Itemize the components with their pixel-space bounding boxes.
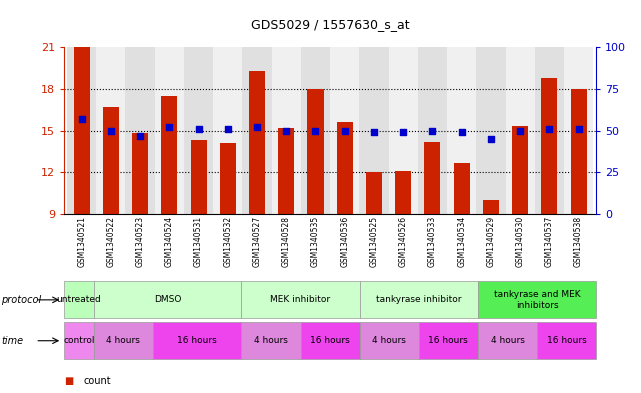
Point [398, 129, 408, 136]
Bar [570, 89, 587, 214]
Text: DMSO: DMSO [154, 296, 181, 304]
Point [222, 126, 233, 132]
Point [281, 127, 292, 134]
Text: untreated: untreated [56, 296, 101, 304]
Point [135, 132, 146, 139]
Bar [308, 89, 324, 214]
Bar [132, 134, 148, 214]
Bar [360, 47, 388, 214]
Text: count: count [83, 376, 111, 386]
Point [428, 127, 438, 134]
Bar [366, 173, 382, 214]
Bar [220, 143, 236, 214]
Bar [96, 47, 126, 214]
Text: 16 hours: 16 hours [310, 336, 350, 345]
Bar [564, 47, 593, 214]
Bar [424, 142, 440, 214]
Bar [190, 140, 206, 214]
Bar [249, 71, 265, 214]
Text: 16 hours: 16 hours [428, 336, 468, 345]
Bar [213, 47, 242, 214]
Bar [476, 47, 506, 214]
Text: 4 hours: 4 hours [372, 336, 406, 345]
Bar [74, 47, 90, 214]
Text: tankyrase inhibitor: tankyrase inhibitor [376, 296, 462, 304]
Bar [388, 47, 418, 214]
Bar [162, 96, 178, 214]
Point [486, 136, 496, 142]
Bar [301, 47, 330, 214]
Point [194, 126, 204, 132]
Text: 4 hours: 4 hours [490, 336, 524, 345]
Bar [447, 47, 476, 214]
Bar [67, 47, 96, 214]
Text: protocol: protocol [1, 295, 42, 305]
Bar [418, 47, 447, 214]
Point [369, 129, 379, 136]
Bar [506, 47, 535, 214]
Point [164, 124, 174, 130]
Text: 16 hours: 16 hours [547, 336, 587, 345]
Bar [483, 200, 499, 214]
Point [106, 127, 116, 134]
Point [574, 126, 584, 132]
Bar [512, 127, 528, 214]
Text: time: time [1, 336, 24, 346]
Bar [337, 122, 353, 214]
Point [456, 129, 467, 136]
Text: 16 hours: 16 hours [177, 336, 217, 345]
Bar [535, 47, 564, 214]
Bar [103, 107, 119, 214]
Text: GDS5029 / 1557630_s_at: GDS5029 / 1557630_s_at [251, 18, 410, 31]
Text: control: control [63, 336, 95, 345]
Text: MEK inhibitor: MEK inhibitor [271, 296, 331, 304]
Point [515, 127, 525, 134]
Text: ■: ■ [64, 376, 73, 386]
Point [310, 127, 320, 134]
Bar [454, 163, 470, 214]
Bar [272, 47, 301, 214]
Text: 4 hours: 4 hours [254, 336, 288, 345]
Point [76, 116, 87, 122]
Bar [395, 171, 412, 214]
Bar [242, 47, 272, 214]
Point [340, 127, 350, 134]
Point [544, 126, 554, 132]
Text: tankyrase and MEK
inhibitors: tankyrase and MEK inhibitors [494, 290, 580, 310]
Bar [541, 78, 558, 214]
Point [252, 124, 262, 130]
Bar [330, 47, 360, 214]
Text: 4 hours: 4 hours [106, 336, 140, 345]
Bar [278, 128, 294, 214]
Bar [126, 47, 154, 214]
Bar [184, 47, 213, 214]
Bar [154, 47, 184, 214]
